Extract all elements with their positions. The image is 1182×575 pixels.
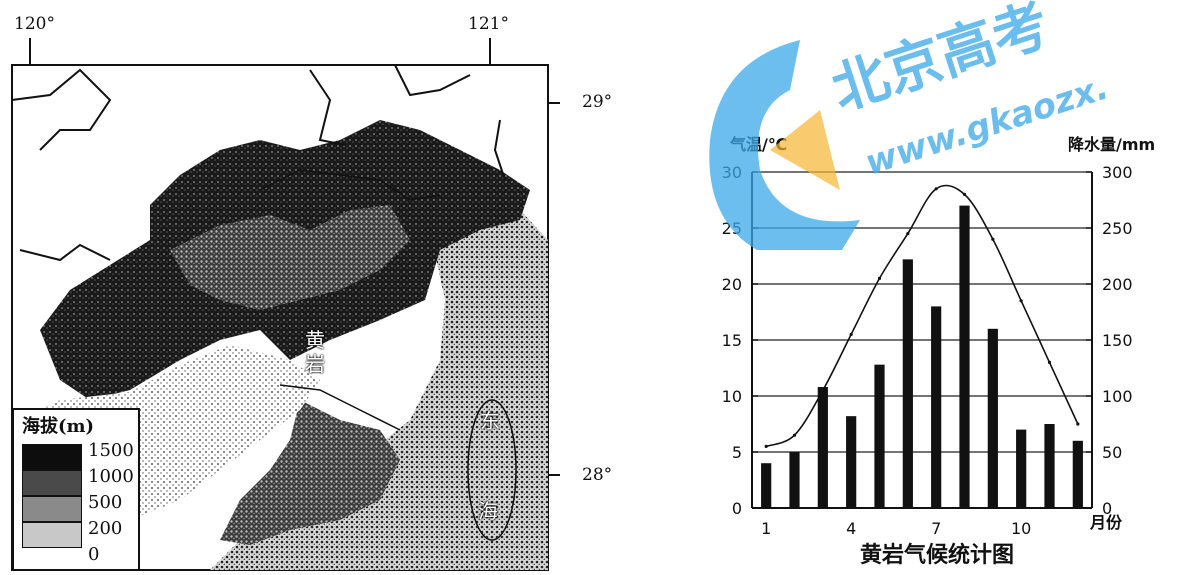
- x-axis-ticks: 1 4 7 10: [761, 519, 1031, 538]
- precipitation-bar: [846, 416, 857, 508]
- left-tick-label: 15: [722, 331, 742, 350]
- precipitation-bar: [1072, 440, 1083, 508]
- boundary-line: [394, 64, 471, 97]
- longitude-label-120: 120°: [14, 14, 55, 34]
- temperature-point: [792, 433, 797, 437]
- legend-label-500: 500: [88, 492, 123, 513]
- mountain-region-south: [220, 400, 400, 545]
- x-tick-label: 7: [931, 519, 941, 538]
- right-tick-label: 150: [1102, 331, 1133, 350]
- precipitation-bar: [1016, 429, 1027, 508]
- grid-lines: [752, 171, 1092, 453]
- left-tick-label: 0: [732, 499, 742, 518]
- left-axis-title: 气温/℃: [729, 135, 787, 154]
- x-tick-label: 10: [1011, 519, 1031, 538]
- chart-title: 黄岩气候统计图: [860, 542, 1014, 568]
- legend-swatch-200: [22, 522, 82, 548]
- legend-label-1500: 1500: [88, 440, 134, 461]
- right-tick-label: 0: [1102, 499, 1112, 518]
- temperature-curve: [765, 184, 1079, 448]
- x-tick-label: 1: [761, 519, 771, 538]
- x-axis-title: 月份: [1089, 513, 1123, 532]
- temperature-point: [1047, 360, 1052, 364]
- precipitation-bar: [987, 328, 998, 508]
- legend-label-0: 0: [88, 544, 100, 565]
- coastal-plain-region: [210, 200, 548, 570]
- temperature-point: [1076, 422, 1080, 426]
- precipitation-bar: [931, 306, 942, 508]
- precipitation-bar: [817, 387, 828, 508]
- x-tick-label: 4: [846, 519, 856, 538]
- precipitation-bar: [902, 259, 913, 508]
- topographic-map: 120° 121° 29° 28° 黄岩 东 海 海拔(m) 1500 1000…: [0, 0, 612, 575]
- right-tick-label: 50: [1102, 443, 1122, 462]
- river-line: [259, 169, 441, 201]
- sea-label-sea: 海: [478, 499, 498, 523]
- precipitation-bar: [1044, 424, 1055, 508]
- temperature-point: [962, 192, 967, 196]
- longitude-label-121: 121°: [468, 14, 509, 34]
- precipitation-bar: [959, 205, 970, 508]
- left-axis-ticks: 0 5 10 15 20 25 30: [722, 163, 742, 518]
- left-tick-label: 5: [732, 443, 742, 462]
- watermark-brand-text: 北京高考: [824, 0, 1057, 123]
- precipitation-bars: [761, 205, 1083, 508]
- temperature-point: [906, 232, 910, 236]
- right-tick-label: 200: [1102, 275, 1133, 294]
- legend-title: 海拔(m): [22, 416, 95, 437]
- latitude-label-28: 28°: [582, 465, 613, 485]
- legend-label-1000: 1000: [88, 466, 134, 487]
- temperature-point: [849, 332, 853, 336]
- climate-chart-svg: 0 5 10 15 20 25 30 0 50 100 150 200 250 300 1 4 7 10 气温…: [722, 135, 1156, 568]
- boundary-line: [493, 119, 506, 181]
- legend-swatch-1500: [22, 444, 82, 470]
- precipitation-bar: [761, 463, 772, 508]
- left-tick-label: 25: [722, 219, 742, 238]
- temperature-point: [991, 237, 995, 241]
- legend-swatch-1000: [22, 470, 82, 496]
- sea-label-east: 东: [480, 409, 500, 433]
- right-tick-label: 100: [1102, 387, 1133, 406]
- temperature-point: [764, 444, 768, 448]
- right-axis-ticks: 0 50 100 150 200 250 300: [1102, 163, 1133, 518]
- climate-chart: 0 5 10 15 20 25 30 0 50 100 150 200 250 300 1 4 7 10 气温…: [660, 110, 1182, 575]
- temperature-point: [821, 388, 825, 392]
- left-tick-label: 20: [722, 275, 742, 294]
- temperature-points: [764, 187, 1080, 448]
- right-axis-title: 降水量/mm: [1068, 135, 1155, 154]
- precipitation-bar: [874, 364, 885, 508]
- town-label: 黄岩: [305, 328, 325, 376]
- legend-label-200: 200: [88, 518, 123, 539]
- elevation-legend: 海拔(m) 1500 1000 500 200 0: [12, 408, 140, 571]
- river-line: [279, 384, 401, 431]
- temperature-point: [1019, 299, 1023, 303]
- legend-swatch-500: [22, 496, 82, 522]
- temperature-point: [934, 187, 938, 191]
- boundary-line: [19, 243, 111, 262]
- precipitation-bar: [789, 452, 800, 508]
- left-tick-label: 30: [722, 163, 742, 182]
- right-tick-label: 300: [1102, 163, 1133, 182]
- temperature-point: [877, 276, 882, 280]
- ridge-region: [170, 205, 410, 310]
- boundary-line: [309, 69, 346, 146]
- boundary-line: [11, 68, 112, 151]
- latitude-label-29: 29°: [582, 92, 613, 112]
- sea-outline: [467, 399, 517, 541]
- left-tick-label: 10: [722, 387, 742, 406]
- right-tick-label: 250: [1102, 219, 1133, 238]
